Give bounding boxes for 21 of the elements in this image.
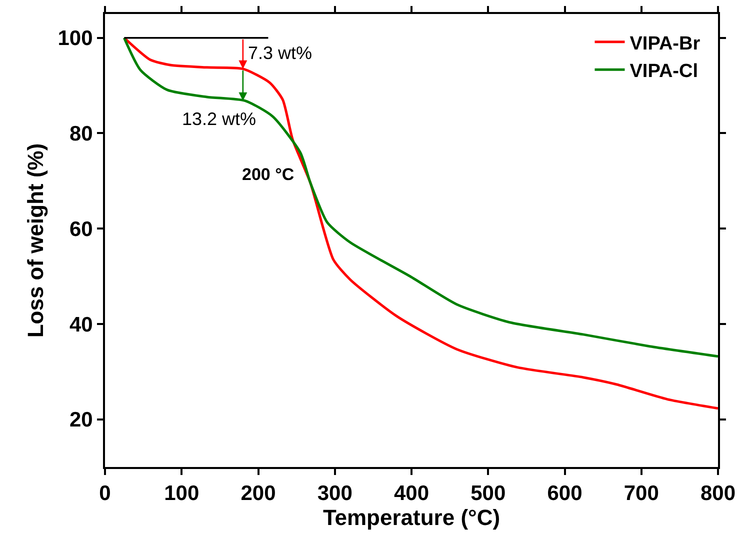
- x-tick-label: 800: [700, 482, 736, 506]
- x-tick-label: 700: [624, 482, 659, 506]
- y-tick-label: 80: [69, 122, 93, 146]
- x-axis-title: Temperature (°C): [322, 505, 500, 530]
- x-tick-label: 300: [317, 482, 352, 506]
- x-tick-label: 0: [99, 482, 111, 506]
- y-tick-label: 100: [58, 27, 93, 50]
- annotation: 7.3 wt%: [248, 43, 312, 63]
- legend-label: VIPA-Cl: [630, 61, 698, 82]
- x-tick-label: 600: [547, 482, 582, 506]
- legend-label: VIPA-Br: [630, 33, 701, 54]
- annotation: 200 °C: [242, 165, 294, 184]
- x-tick-label: 500: [470, 482, 506, 506]
- y-tick-label: 60: [69, 218, 93, 241]
- x-tick-label: 200: [240, 482, 276, 506]
- y-tick-label: 40: [69, 313, 93, 336]
- y-axis-title: Loss of weight (%): [23, 143, 48, 338]
- y-tick-label: 20: [69, 408, 93, 432]
- annotation: 13.2 wt%: [182, 109, 256, 129]
- x-tick-label: 400: [394, 482, 430, 506]
- x-tick-label: 100: [164, 482, 200, 506]
